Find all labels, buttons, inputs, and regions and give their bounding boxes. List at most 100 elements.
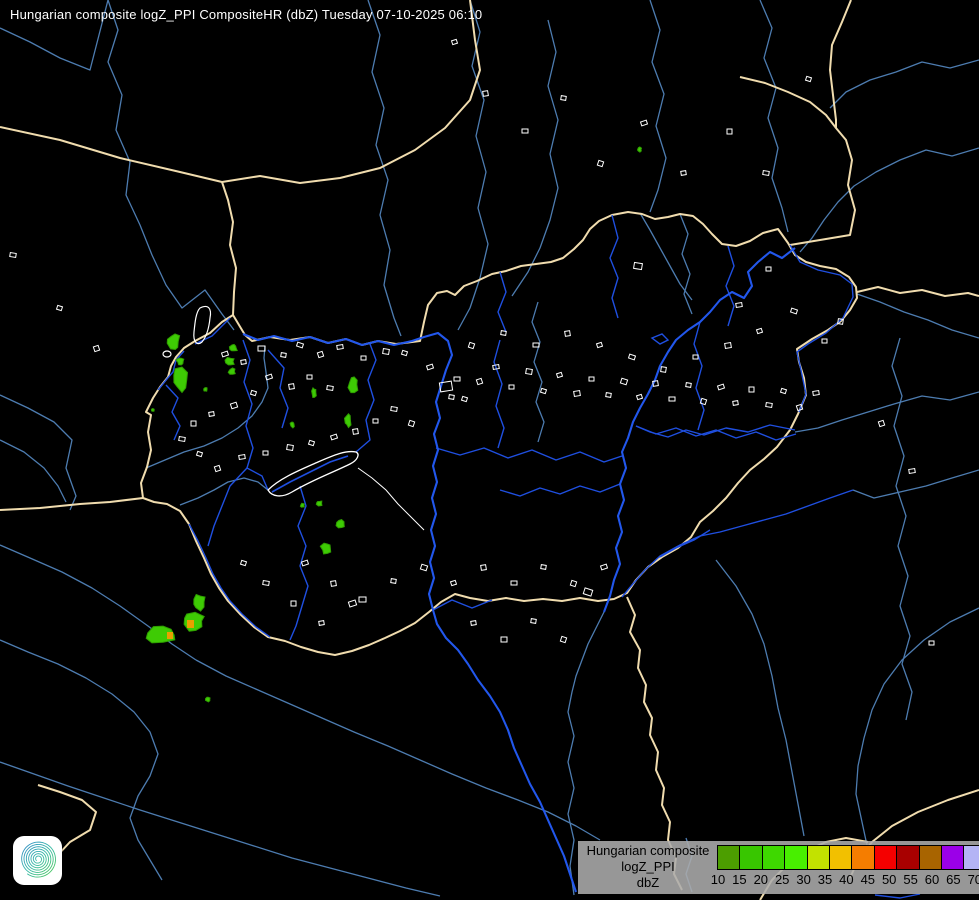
town-outline xyxy=(290,600,297,607)
town-outline xyxy=(239,559,248,567)
town-outline xyxy=(407,419,416,428)
town-outline xyxy=(475,377,484,386)
town-outline xyxy=(821,338,828,344)
map-title: Hungarian composite logZ_PPI CompositeHR… xyxy=(10,7,483,22)
radar-echo xyxy=(203,386,208,392)
town-outline xyxy=(908,467,916,475)
town-outline xyxy=(735,301,743,309)
town-outline xyxy=(288,383,295,390)
town-outline xyxy=(264,373,274,381)
legend-color-scale xyxy=(717,845,979,870)
town-outline xyxy=(532,342,540,348)
town-outline xyxy=(560,95,567,101)
hungary-border xyxy=(140,211,858,656)
legend-tick-label: 35 xyxy=(817,872,833,887)
major-rivers-layer xyxy=(242,247,796,893)
radar-echo xyxy=(343,413,352,429)
town-outline xyxy=(762,169,770,177)
lake-ferto-pond xyxy=(162,350,172,358)
town-outline xyxy=(540,564,547,570)
town-outline xyxy=(521,128,529,134)
radar-echo xyxy=(289,421,295,429)
town-outline xyxy=(280,352,287,358)
town-outline xyxy=(400,349,409,357)
spiral-icon xyxy=(21,841,56,878)
spiral-logo-graphic xyxy=(21,841,56,878)
town-outline xyxy=(453,376,461,382)
lakes-layer xyxy=(162,305,670,531)
town-outline xyxy=(262,450,269,456)
town-outline xyxy=(306,374,313,380)
town-outline xyxy=(390,578,397,584)
town-outline xyxy=(599,563,609,571)
rainviewer-logo[interactable] xyxy=(13,836,62,885)
town-outline xyxy=(779,387,788,395)
town-outline xyxy=(220,350,230,358)
radar-echo xyxy=(335,519,345,529)
town-outline xyxy=(755,327,764,335)
town-outline xyxy=(92,344,101,353)
town-outline xyxy=(652,380,659,387)
radar-echo xyxy=(227,367,236,375)
radar-echoes-layer xyxy=(145,146,643,703)
town-outline xyxy=(692,354,699,360)
town-outline xyxy=(605,392,612,398)
town-outline xyxy=(660,366,667,373)
town-outline xyxy=(213,464,222,473)
town-outline xyxy=(300,559,310,567)
tisza-river xyxy=(603,247,796,613)
radar-echo-core xyxy=(167,632,173,639)
radar-echo xyxy=(175,357,185,366)
county-borders-layer xyxy=(157,214,921,899)
town-outline xyxy=(508,384,515,390)
town-outline xyxy=(510,580,518,586)
radar-echo xyxy=(224,356,235,366)
legend-panel: Hungarian composite logZ_PPI dbZ 10 15 20 2… xyxy=(578,841,979,894)
legend-color-swatch xyxy=(940,845,965,870)
town-outline xyxy=(316,350,325,359)
town-outline xyxy=(238,453,246,461)
legend-color-swatch xyxy=(806,845,830,870)
lake-balaton-water xyxy=(271,455,349,493)
radar-echo xyxy=(166,333,181,351)
town-outline xyxy=(229,401,239,410)
town-outline xyxy=(329,433,339,441)
town-outline xyxy=(724,341,732,350)
legend-color-swatch xyxy=(784,845,808,870)
town-outline xyxy=(765,266,772,272)
town-outline xyxy=(500,636,508,643)
legend-tick-label: 60 xyxy=(924,872,940,887)
town-outline xyxy=(588,376,595,382)
towns-layer xyxy=(9,38,935,646)
town-outline xyxy=(336,343,344,351)
town-outline xyxy=(9,251,17,259)
town-outline xyxy=(307,439,316,447)
town-outline xyxy=(352,428,359,435)
town-outline xyxy=(500,330,507,336)
legend-color-swatch xyxy=(918,845,942,870)
town-outline xyxy=(928,640,935,646)
town-outline xyxy=(595,341,604,349)
town-outline xyxy=(318,620,325,626)
town-outline xyxy=(450,38,459,46)
town-outline xyxy=(249,389,258,397)
town-outline xyxy=(564,330,571,337)
legend-tick-label: 30 xyxy=(796,872,811,887)
town-outline xyxy=(804,75,813,83)
sio-channel xyxy=(357,467,425,531)
town-outline xyxy=(877,419,886,428)
legend-color-swatch xyxy=(828,845,853,870)
legend-tick-label: 65 xyxy=(946,872,961,887)
town-outline xyxy=(582,587,594,597)
lake-balaton-outline xyxy=(267,450,359,497)
town-outline xyxy=(596,159,605,168)
border-ukraine-romania xyxy=(856,286,979,297)
town-outline xyxy=(262,579,270,587)
legend-title-block: Hungarian composite logZ_PPI dbZ xyxy=(580,843,716,891)
town-outline xyxy=(419,563,429,572)
spiral-path xyxy=(21,841,56,878)
town-outline xyxy=(555,371,564,379)
town-outline xyxy=(372,418,379,424)
